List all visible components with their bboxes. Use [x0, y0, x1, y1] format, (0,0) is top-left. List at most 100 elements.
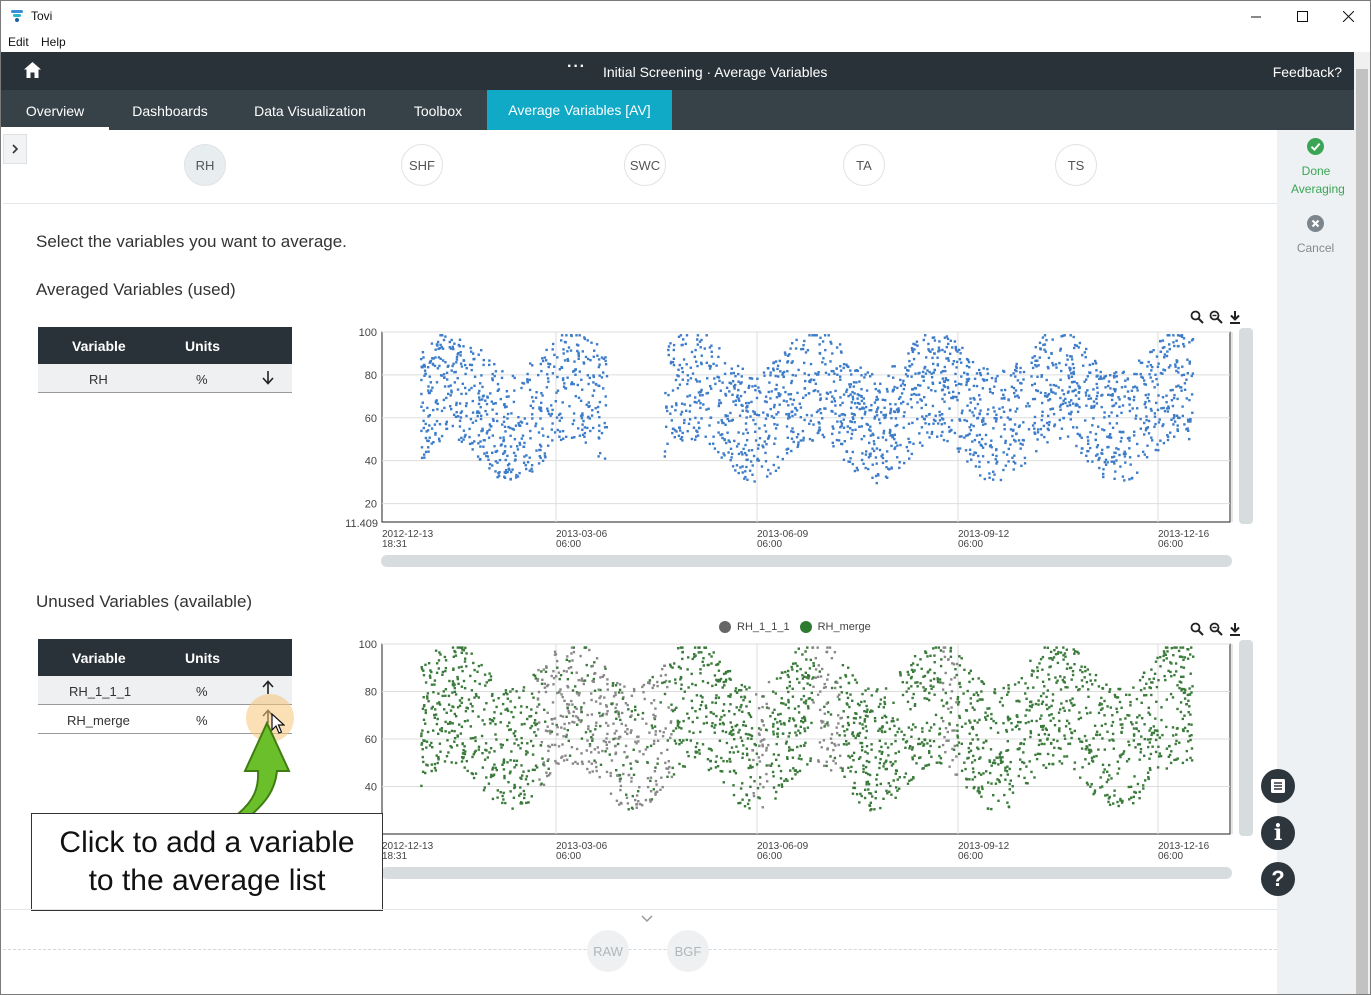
data-point [932, 362, 935, 366]
data-point [925, 414, 928, 418]
data-point [1030, 375, 1033, 378]
data-point [424, 711, 427, 715]
data-point [896, 444, 899, 447]
data-point [430, 427, 434, 430]
expand-sidebar-button[interactable] [3, 134, 27, 164]
data-point [910, 452, 913, 456]
variable-swc[interactable]: SWC [624, 144, 666, 186]
data-point [543, 454, 547, 458]
chart-y-slider[interactable] [1239, 328, 1253, 524]
data-point [838, 734, 841, 737]
tab-data-visualization[interactable]: Data Visualization [254, 103, 366, 119]
tab-overview[interactable]: Overview [1, 90, 109, 130]
variable-rh[interactable]: RH [184, 144, 226, 186]
data-point [865, 389, 869, 392]
done-averaging-button[interactable]: Done Averaging [1277, 138, 1354, 198]
menu-help[interactable]: Help [41, 35, 66, 49]
data-point [530, 795, 533, 798]
data-point [1189, 756, 1192, 760]
data-point [522, 461, 526, 464]
data-point [491, 766, 495, 769]
data-point [600, 376, 604, 379]
download-icon[interactable] [1228, 310, 1242, 324]
vertical-scrollbar[interactable] [1354, 52, 1370, 994]
download-icon[interactable] [1228, 622, 1242, 636]
feedback-link[interactable]: Feedback? [1272, 64, 1342, 80]
data-point [822, 739, 826, 742]
data-point [1099, 370, 1102, 374]
more-options-icon[interactable]: ··· [567, 58, 586, 75]
data-point [1165, 354, 1169, 358]
data-point [1167, 366, 1171, 369]
maximize-button[interactable] [1279, 1, 1325, 32]
data-point [1029, 735, 1032, 739]
data-point [739, 394, 743, 398]
zoom-out-icon[interactable] [1209, 310, 1223, 324]
data-point [979, 409, 982, 412]
close-button[interactable] [1325, 1, 1370, 32]
data-point [1098, 703, 1101, 707]
data-point [790, 430, 793, 433]
data-point [1191, 338, 1195, 341]
tab-average-variables[interactable]: Average Variables [AV] [487, 90, 672, 130]
minimize-button[interactable] [1233, 1, 1279, 32]
x-tick-label: 06:00 [958, 851, 983, 862]
notes-button[interactable] [1261, 769, 1295, 803]
data-point [670, 708, 673, 712]
data-point [936, 356, 939, 359]
data-point [968, 732, 971, 735]
data-point [820, 726, 823, 730]
tab-dashboards[interactable]: Dashboards [132, 103, 208, 119]
data-point [1084, 758, 1087, 761]
zoom-in-icon[interactable] [1190, 310, 1204, 324]
data-point [988, 445, 992, 448]
data-point [884, 687, 888, 690]
data-point [446, 378, 449, 381]
data-point [939, 681, 942, 684]
arrow-up-icon[interactable] [262, 680, 274, 695]
data-point [491, 464, 494, 467]
data-point [787, 417, 790, 420]
data-point [1002, 393, 1005, 396]
data-point [506, 697, 509, 700]
variable-ts[interactable]: TS [1055, 144, 1097, 186]
arrow-down-icon[interactable] [262, 370, 274, 385]
home-icon[interactable] [24, 62, 41, 78]
data-point [894, 772, 897, 775]
data-point [985, 740, 988, 743]
help-button[interactable]: ? [1261, 862, 1295, 896]
data-point [1089, 711, 1092, 714]
info-button[interactable]: i [1261, 816, 1295, 850]
data-point [966, 404, 969, 407]
data-point [554, 743, 557, 747]
data-point [773, 442, 776, 445]
data-point [1068, 401, 1071, 404]
data-point [761, 739, 764, 742]
data-point [1126, 390, 1130, 393]
data-point [893, 433, 896, 436]
zoom-in-icon[interactable] [1190, 622, 1204, 636]
data-point [1078, 434, 1082, 438]
data-point [1076, 432, 1079, 436]
data-point [730, 419, 733, 422]
data-point [649, 779, 652, 783]
zoom-out-icon[interactable] [1209, 622, 1223, 636]
legend-item[interactable]: RH_merge [799, 621, 871, 634]
data-point [1103, 429, 1106, 432]
data-point [725, 386, 729, 389]
data-point [812, 701, 815, 704]
data-point [1135, 721, 1138, 724]
data-point [723, 714, 726, 717]
chart-range-slider[interactable] [381, 555, 1232, 567]
legend-item[interactable]: RH_1_1_1 [719, 621, 790, 634]
data-point [809, 362, 813, 366]
tab-toolbox[interactable]: Toolbox [413, 103, 463, 119]
data-point [954, 380, 957, 383]
menu-edit[interactable]: Edit [8, 35, 29, 49]
variable-ta[interactable]: TA [843, 144, 885, 186]
cancel-button[interactable]: Cancel [1277, 215, 1354, 257]
variable-shf[interactable]: SHF [401, 144, 443, 186]
data-point [984, 711, 987, 714]
data-point [922, 338, 925, 342]
data-point [748, 384, 751, 388]
